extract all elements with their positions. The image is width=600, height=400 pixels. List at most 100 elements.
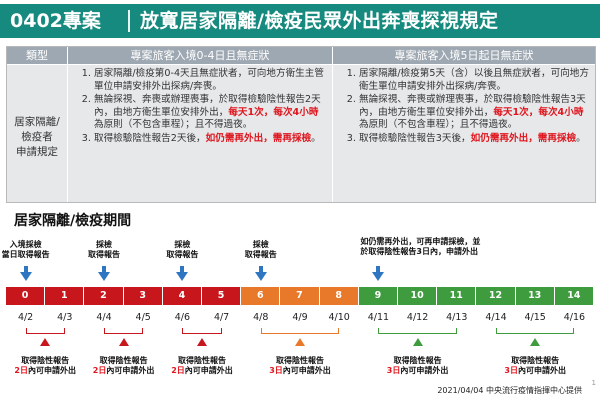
up-arrow-icon bbox=[118, 338, 129, 346]
header-divider bbox=[128, 10, 130, 32]
day-box: 3 bbox=[123, 287, 163, 305]
up-arrow-icon bbox=[197, 338, 207, 346]
column-header-day-5-plus: 專案旅客入境5日起日無症狀 bbox=[333, 47, 595, 64]
down-arrow-icon bbox=[372, 272, 385, 281]
window-label-rest: 內可申請外出 bbox=[184, 366, 233, 375]
rule-text: 取得檢驗陰性報告3天後， bbox=[359, 132, 471, 144]
rule-highlight: 每天1次，每次4小時 bbox=[228, 106, 319, 118]
rule-highlight: 每天1次，每次4小時 bbox=[493, 106, 584, 118]
window-label-rest: 內可申請外出 bbox=[517, 366, 566, 375]
window-label-rest: 內可申請外出 bbox=[400, 366, 449, 375]
rules-list-day-5-plus: 居家隔離/檢疫第5天（含）以後且無症狀者，可向地方衛生單位申請安排外出探病/奔喪… bbox=[333, 65, 595, 146]
window-days: 2日 bbox=[14, 366, 28, 375]
sampling-note-line: 當日取得報告 bbox=[1, 250, 50, 259]
day-box: 14 bbox=[554, 287, 594, 305]
sampling-note-line: 取得報告 bbox=[166, 250, 199, 259]
down-arrow-icon bbox=[254, 272, 267, 281]
day-box: 4 bbox=[162, 287, 202, 305]
rule-highlight: 如仍需再外出，需再採檢 bbox=[470, 132, 577, 144]
window-days: 3日 bbox=[504, 366, 518, 375]
column-header-type: 類型 bbox=[7, 47, 67, 64]
window-label-line: 取得陰性報告 bbox=[276, 356, 324, 365]
page-number: 1 bbox=[591, 379, 596, 387]
window-label: 取得陰性報告 3日內可申請外出 bbox=[378, 356, 458, 376]
sampling-note-line: 於取得陰性報告3日內，申請外出 bbox=[360, 247, 478, 256]
date-label: 4/16 bbox=[563, 312, 586, 323]
footer-credit: 2021/04/04 中央流行疫情指揮中心提供 bbox=[437, 386, 582, 395]
rule-text: 無論探視、奔喪或辦理喪事，於取得檢驗陰性報告3天內，由地方衛生單位安排外出， bbox=[359, 94, 586, 118]
date-label: 4/6 bbox=[174, 312, 191, 323]
down-arrow-stem bbox=[180, 266, 185, 272]
up-arrow-icon bbox=[295, 338, 305, 346]
rules-cell-day-5-plus: 居家隔離/檢疫第5天（含）以後且無症狀者，可向地方衛生單位申請安排外出探病/奔喪… bbox=[333, 65, 595, 202]
day-box: 5 bbox=[202, 287, 242, 305]
down-arrow-stem bbox=[23, 266, 28, 272]
type-label: 居家隔離/ 檢疫者 申請規定 bbox=[7, 115, 67, 160]
window-label-rest: 內可申請外出 bbox=[282, 366, 331, 375]
up-arrow-icon bbox=[40, 338, 51, 346]
date-label: 4/4 bbox=[96, 312, 112, 323]
down-arrow-stem bbox=[258, 266, 263, 272]
window-label: 取得陰性報告 2日內可申請外出 bbox=[5, 356, 85, 376]
window-days: 2日 bbox=[92, 366, 107, 375]
day-box: 1 bbox=[45, 287, 85, 305]
window-bracket bbox=[104, 328, 144, 334]
sampling-note-line: 取得報告 bbox=[244, 250, 277, 259]
window-label-line: 取得陰性報告 bbox=[21, 356, 70, 365]
window-label-line: 取得陰性報告 bbox=[178, 356, 226, 365]
down-arrow-stem bbox=[102, 266, 106, 272]
sampling-note-line: 採檢 bbox=[252, 240, 269, 249]
rule-item: 居家隔離/檢疫第5天（含）以後且無症狀者，可向地方衛生單位申請安排外出探病/奔喪… bbox=[359, 68, 589, 93]
day-box: 9 bbox=[358, 287, 398, 305]
sampling-note-line: 取得報告 bbox=[88, 250, 120, 259]
type-cell: 居家隔離/ 檢疫者 申請規定 bbox=[7, 65, 67, 202]
date-label: 4/7 bbox=[213, 312, 230, 323]
window-label: 取得陰性報告 3日內可申請外出 bbox=[260, 356, 340, 376]
header-bar bbox=[0, 4, 600, 38]
rule-text: 。 bbox=[311, 132, 321, 144]
window-label-line: 取得陰性報告 bbox=[99, 356, 148, 365]
sampling-note-line: 入境採檢 bbox=[9, 240, 42, 249]
rule-item: 取得檢驗陰性報告3天後，如仍需再外出，需再採檢。 bbox=[359, 133, 589, 146]
up-arrow-icon bbox=[412, 338, 423, 346]
sampling-note-line: 如仍需再外出，可再申請採檢，並 bbox=[360, 237, 481, 246]
sampling-note-line: 採檢 bbox=[174, 240, 191, 249]
rule-item: 無論探視、奔喪或辦理喪事，於取得檢驗陰性報告3天內，由地方衛生單位安排外出，每天… bbox=[359, 94, 589, 132]
window-days: 2日 bbox=[171, 366, 185, 375]
window-label-line: 2日內可申請外出 bbox=[162, 366, 242, 376]
down-arrow-icon bbox=[19, 272, 32, 281]
day-box: 7 bbox=[280, 287, 320, 305]
window-label-line: 2日內可申請外出 bbox=[5, 366, 85, 376]
day-box: 2 bbox=[84, 287, 124, 305]
down-arrow-stem bbox=[376, 266, 381, 272]
window-label: 取得陰性報告 2日內可申請外出 bbox=[84, 356, 164, 376]
window-bracket bbox=[25, 328, 65, 334]
window-label: 取得陰性報告 3日內可申請外出 bbox=[495, 356, 575, 376]
sampling-note-line: 採檢 bbox=[96, 240, 112, 249]
period-title: 居家隔離/檢疫期間 bbox=[14, 213, 132, 229]
sampling-note: 如仍需再外出，可再申請採檢，並 於取得陰性報告3日內，申請外出 bbox=[360, 237, 530, 257]
window-label-line: 2日內可申請外出 bbox=[84, 366, 164, 376]
type-label-line: 申請規定 bbox=[16, 146, 58, 158]
date-label: 4/3 bbox=[57, 312, 73, 323]
date-label: 4/15 bbox=[524, 312, 546, 323]
window-label-line: 3日內可申請外出 bbox=[378, 366, 458, 376]
date-label: 4/10 bbox=[328, 312, 350, 323]
window-label-line: 3日內可申請外出 bbox=[260, 366, 340, 376]
window-bracket bbox=[496, 328, 575, 334]
day-box: 0 bbox=[6, 287, 46, 305]
day-box: 8 bbox=[319, 287, 359, 305]
date-label: 4/9 bbox=[292, 312, 308, 323]
down-arrow-icon bbox=[176, 272, 189, 281]
rule-text: 居家隔離/檢疫第5天（含）以後且無症狀者，可向地方衛生單位申請安排外出探病/奔喪… bbox=[359, 68, 589, 92]
window-label-rest: 內可申請外出 bbox=[106, 366, 155, 375]
date-label: 4/2 bbox=[17, 312, 34, 323]
sampling-note: 採檢 取得報告 bbox=[226, 240, 296, 260]
up-arrow-icon bbox=[530, 338, 541, 346]
window-bracket bbox=[260, 328, 340, 334]
type-label-line: 居家隔離/ bbox=[14, 116, 60, 128]
rule-text: 取得檢驗陰性報告2天後， bbox=[94, 132, 206, 144]
day-box: 12 bbox=[476, 287, 516, 305]
window-days: 3日 bbox=[386, 366, 401, 375]
page-title: 放寬居家隔離/檢疫民眾外出奔喪探視規定 bbox=[140, 10, 499, 32]
